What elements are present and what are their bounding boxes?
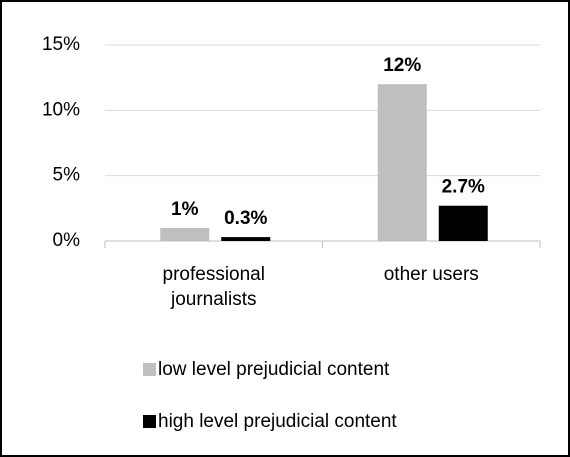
y-tick-label: 15%: [42, 34, 80, 55]
value-label: 1%: [171, 199, 199, 220]
bar: [160, 227, 210, 241]
x-tick-label: professional journalists: [163, 264, 265, 310]
y-tick-label: 10%: [42, 99, 80, 120]
x-tick-label: other users: [384, 264, 479, 285]
bar: [377, 84, 427, 241]
value-label: 12%: [383, 55, 421, 76]
y-tick-label: 0%: [53, 230, 81, 251]
value-label: 2.7%: [442, 177, 485, 198]
legend-label: low level prejudicial content: [158, 359, 390, 380]
y-tick-label: 5%: [53, 165, 81, 186]
legend-swatch: [143, 415, 156, 428]
value-label: 0.3%: [224, 208, 267, 229]
bar: [438, 205, 488, 241]
legend-swatch: [143, 363, 156, 376]
bar: [221, 237, 271, 241]
legend-label: high level prejudicial content: [158, 411, 397, 432]
